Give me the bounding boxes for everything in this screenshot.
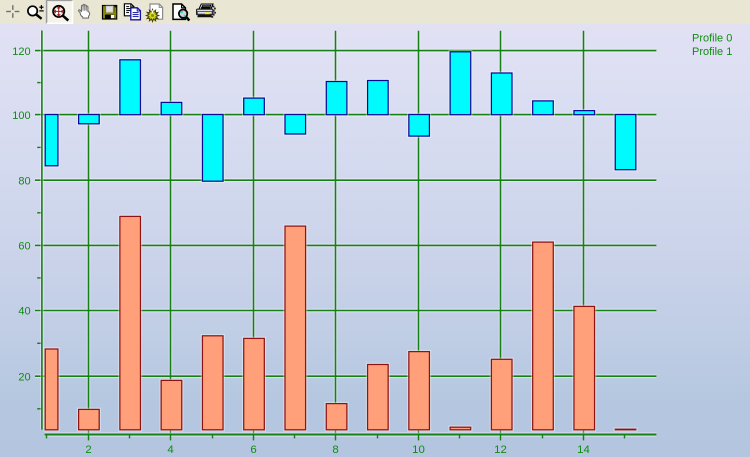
svg-text:Profile 1: Profile 1 — [692, 46, 732, 58]
svg-text:80: 80 — [18, 175, 30, 187]
svg-text:14: 14 — [577, 444, 590, 456]
svg-text:6: 6 — [250, 444, 256, 456]
svg-text:10: 10 — [412, 444, 425, 456]
svg-text:4: 4 — [167, 444, 173, 456]
svg-text:120: 120 — [12, 46, 30, 58]
svg-text:60: 60 — [18, 241, 30, 253]
svg-text:8: 8 — [332, 444, 338, 456]
svg-text:20: 20 — [18, 371, 30, 383]
svg-text:Profile 0: Profile 0 — [692, 32, 732, 44]
svg-text:40: 40 — [18, 306, 30, 318]
svg-text:12: 12 — [494, 444, 507, 456]
svg-text:2: 2 — [85, 444, 91, 456]
svg-text:100: 100 — [12, 110, 30, 122]
